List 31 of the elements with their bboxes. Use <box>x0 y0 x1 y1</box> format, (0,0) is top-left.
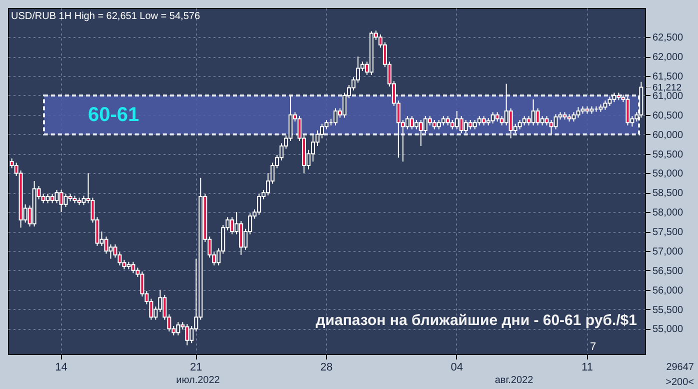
y-tick-label: 60,500 <box>652 110 684 122</box>
candlestick <box>82 195 86 206</box>
y-tick-label: 62,000 <box>652 52 684 64</box>
annotation: 7 <box>590 341 596 353</box>
y-tick-label: 62,500 <box>652 32 684 44</box>
x-tick-label: 11 <box>582 362 593 374</box>
y-tick-label: 58,500 <box>652 188 684 200</box>
x-tick-label: 14 <box>55 362 68 374</box>
y-tick-label: 59,500 <box>652 149 684 160</box>
text: июл.2022 <box>176 375 220 386</box>
candlestick <box>572 112 576 122</box>
x-tick-label: 28 <box>320 362 333 374</box>
y-tick-label: 55,000 <box>652 324 684 336</box>
x-tick-label: 21 <box>190 362 202 374</box>
y-tick-label: 57,500 <box>652 227 684 238</box>
y-tick-label: 61,500 <box>652 72 684 83</box>
text: авг.2022 <box>494 375 534 386</box>
y-tick-label: 59,000 <box>652 168 684 180</box>
text: >200< <box>666 377 694 388</box>
x-tick-label: 04 <box>450 362 463 374</box>
y-tick-label: 61,000 <box>652 90 684 102</box>
chart-title: USD/RUB 1H High = 62,651 Low = 54,576 <box>11 11 200 22</box>
y-tick-label: 56,500 <box>652 266 684 277</box>
y-tick-label: 58,000 <box>652 208 684 219</box>
y-tick-label: 57,000 <box>652 246 684 258</box>
y-tick-label: 60,000 <box>652 130 684 141</box>
band-label: 60-61 <box>88 104 140 126</box>
annotation: диапазон на ближайшие дни - 60-61 руб./$1 <box>316 312 637 329</box>
y-tick-label: 56,000 <box>652 285 684 296</box>
y-tick-label: 55,500 <box>652 304 684 316</box>
text: 29647 <box>666 362 694 373</box>
